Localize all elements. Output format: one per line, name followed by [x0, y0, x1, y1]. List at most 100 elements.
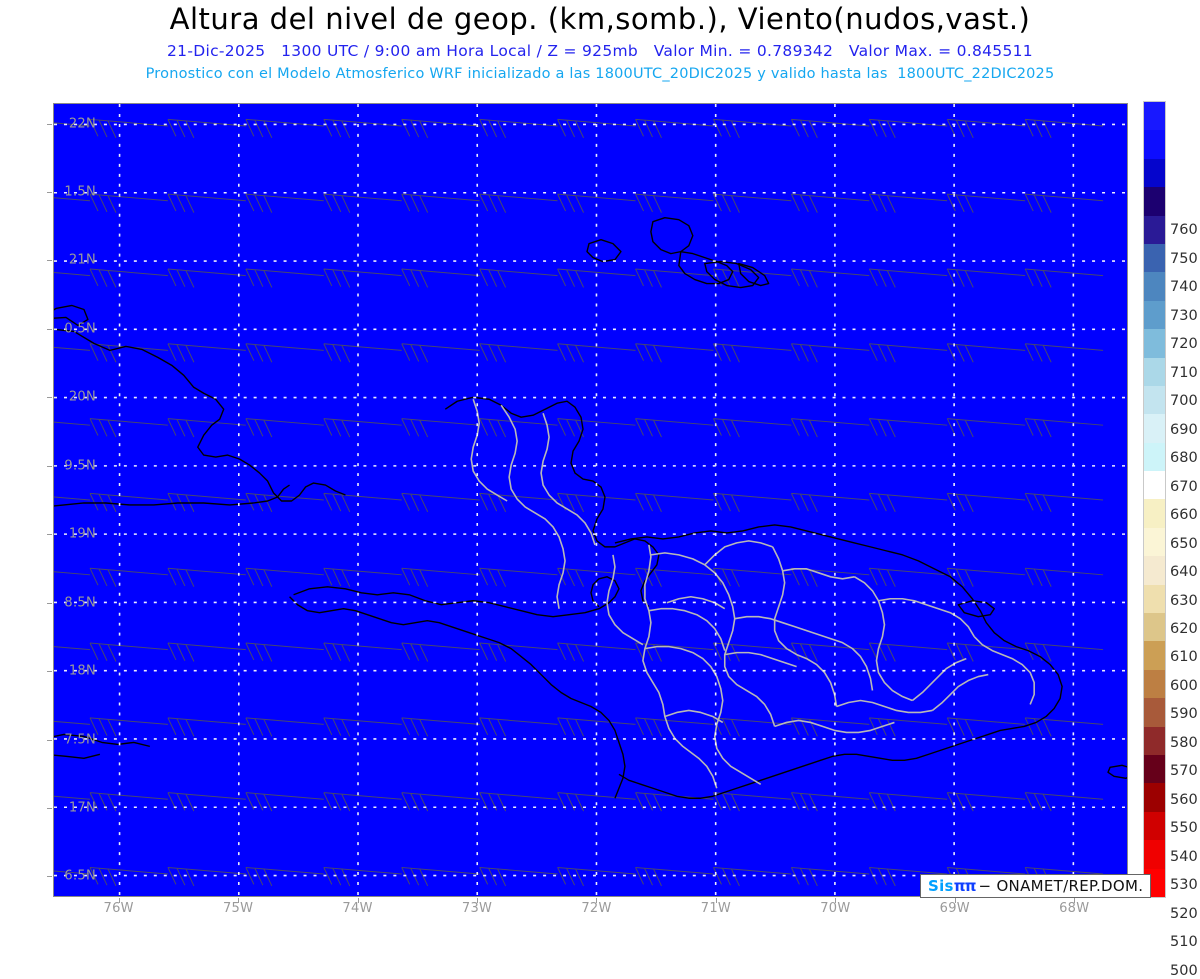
wind-barb — [89, 567, 168, 587]
colorbar-band-9 — [1144, 357, 1165, 386]
wind-barb — [323, 118, 402, 139]
wind-barb — [54, 720, 90, 725]
wind-barb — [167, 118, 246, 139]
wind-barb — [946, 492, 1026, 513]
wind-barb — [401, 792, 480, 812]
wind-barb — [167, 418, 246, 438]
lat-tick-label-18: 18N — [68, 663, 96, 679]
colorbar-band-23 — [1144, 754, 1165, 784]
wind-barb — [167, 792, 246, 812]
wind-barb — [167, 642, 246, 662]
logo-agency-text: − ONAMET/REP.DOM. — [978, 877, 1144, 895]
colorbar-band-22 — [1144, 726, 1165, 755]
lon-tickmark — [477, 898, 479, 903]
wind-barb — [713, 492, 792, 513]
wind-barb — [868, 193, 948, 213]
colorbar-band-21 — [1144, 698, 1165, 727]
wind-barb — [868, 792, 948, 812]
map-plot-area[interactable] — [53, 103, 1128, 897]
colorbar-tick-710: 710 — [1170, 364, 1198, 381]
wind-barb — [713, 418, 792, 438]
lon-tickmark — [715, 898, 717, 903]
colorbar-tick-650: 650 — [1170, 535, 1198, 552]
lat-tickmark — [47, 671, 52, 673]
lat-tickmark — [47, 328, 52, 330]
wind-barb — [790, 492, 870, 513]
colorbar-band-26 — [1144, 840, 1165, 869]
wind-barb — [167, 193, 246, 213]
wind-barb — [401, 492, 480, 513]
colorbar-tick-670: 670 — [1170, 478, 1198, 495]
wind-barb — [946, 268, 1026, 288]
wind-barb — [557, 866, 636, 887]
colorbar-band-10 — [1144, 385, 1165, 415]
wind-barb — [868, 866, 948, 887]
wind-barb — [946, 418, 1026, 438]
lat-tick-label-19.5: 9.5N — [64, 458, 96, 474]
colorbar-tick-680: 680 — [1170, 450, 1198, 467]
lon-tick-label-75W: 75W — [222, 901, 254, 916]
wind-barb — [868, 418, 948, 438]
logo-sis-text: Sis — [928, 877, 954, 895]
wind-barb — [401, 717, 480, 737]
colorbar-tick-500: 500 — [1170, 962, 1198, 979]
lat-tickmark — [47, 465, 52, 467]
colorbar-band-8 — [1144, 329, 1165, 358]
wind-barb — [401, 866, 480, 887]
colorbar-band-24 — [1144, 783, 1165, 812]
wind-barb — [54, 496, 90, 501]
wind-barb — [323, 866, 402, 887]
agency-logo: Sis ππ − ONAMET/REP.DOM. — [920, 874, 1152, 898]
wind-barb — [401, 418, 480, 438]
colorbar-tick-560: 560 — [1170, 791, 1198, 808]
map-canvas — [54, 104, 1127, 896]
wind-barb — [245, 418, 324, 438]
wind-barb — [54, 646, 90, 651]
province-boundaries — [470, 399, 1035, 789]
lon-tickmark — [835, 898, 837, 903]
lat-tickmark — [47, 739, 52, 741]
lat-tick-label-19: 19N — [68, 526, 96, 542]
wind-barb — [323, 642, 402, 662]
wind-barb — [245, 268, 324, 288]
wind-barb — [946, 193, 1026, 213]
colorbar-tick-600: 600 — [1170, 677, 1198, 694]
wind-barb — [54, 346, 90, 351]
lat-tick-label-17: 17N — [68, 800, 96, 816]
wind-barb — [167, 866, 246, 887]
wind-barb — [479, 567, 558, 587]
lat-tickmark — [47, 602, 52, 604]
wind-barb — [713, 118, 792, 139]
wind-barb — [946, 118, 1026, 139]
wind-barb — [790, 343, 870, 363]
wind-barb — [557, 268, 636, 288]
colorbar-band-13 — [1144, 471, 1165, 500]
wind-barb — [323, 717, 402, 737]
wind-barb — [89, 418, 168, 438]
colorbar-tick-750: 750 — [1170, 250, 1198, 267]
colorbar-band-19 — [1144, 641, 1165, 670]
wind-barb — [479, 418, 558, 438]
colorbar-tick-610: 610 — [1170, 649, 1198, 666]
wind-barb — [167, 567, 246, 587]
wind-barb — [1024, 792, 1104, 812]
wind-barb — [1024, 343, 1104, 363]
chart-header: Altura del nivel de geop. (km,somb.), Vi… — [0, 0, 1200, 95]
wind-barb — [167, 717, 246, 737]
lon-tickmark — [357, 898, 359, 903]
wind-barb — [1024, 717, 1104, 737]
lon-tick-label-74W: 74W — [342, 901, 373, 916]
lon-tick-label-73W: 73W — [461, 901, 493, 916]
colorbar-tick-640: 640 — [1170, 564, 1198, 581]
wind-barb — [868, 343, 948, 363]
wind-barb — [54, 272, 90, 277]
colorbar[interactable] — [1143, 101, 1166, 898]
colorbar-band-4 — [1144, 215, 1165, 244]
shaded-field — [54, 104, 1127, 896]
colorbar-tick-590: 590 — [1170, 706, 1198, 723]
wind-barb — [479, 492, 558, 513]
lat-tick-label-21.5: 1.5N — [64, 184, 96, 200]
lat-tickmark — [47, 534, 52, 536]
wind-barb — [713, 792, 792, 812]
lat-tickmark — [47, 191, 52, 193]
